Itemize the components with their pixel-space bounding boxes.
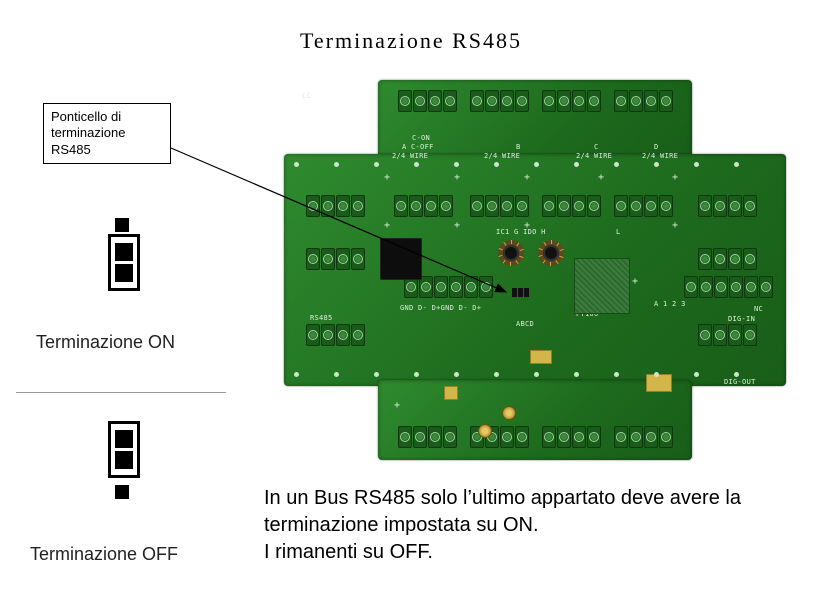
- rs485-termination-jumper: [512, 288, 529, 297]
- silkscreen-label: 2/4 WIRE: [642, 152, 678, 160]
- via: [574, 372, 579, 377]
- terminal-block: [614, 426, 673, 448]
- plus-mark: +: [384, 220, 390, 231]
- silkscreen-label: A C-OFF: [402, 143, 434, 151]
- via: [614, 162, 619, 167]
- via: [534, 372, 539, 377]
- callout-box: Ponticello di terminazione RS485: [43, 103, 171, 164]
- plus-mark: +: [632, 276, 638, 287]
- rotary-switch: [538, 240, 564, 266]
- via: [414, 162, 419, 167]
- silkscreen-label: ABCD: [516, 320, 534, 328]
- via: [334, 162, 339, 167]
- chip: [380, 238, 422, 280]
- plus-mark: +: [524, 220, 530, 231]
- plus-mark: +: [524, 172, 530, 183]
- terminal-block: [614, 90, 673, 112]
- via: [654, 162, 659, 167]
- via: [334, 372, 339, 377]
- smd-component: [530, 350, 552, 364]
- terminal-block: [698, 324, 757, 346]
- via: [734, 162, 739, 167]
- silkscreen-label: B: [516, 143, 521, 151]
- rotary-switch: [498, 240, 524, 266]
- smd-component: [646, 374, 672, 392]
- via: [694, 372, 699, 377]
- via: [294, 162, 299, 167]
- via: [534, 162, 539, 167]
- plus-mark: +: [454, 172, 460, 183]
- jumper-off-label: Terminazione OFF: [30, 544, 178, 565]
- via: [614, 372, 619, 377]
- plus-mark: +: [394, 400, 400, 411]
- terminal-block: [306, 324, 365, 346]
- via: [374, 372, 379, 377]
- plus-mark: +: [598, 172, 604, 183]
- silkscreen-label: L: [616, 228, 621, 236]
- via: [574, 162, 579, 167]
- terminal-block: [542, 90, 601, 112]
- terminal-block: [398, 426, 457, 448]
- pcb-image: C-ONA C-OFFBCD2/4 WIRE2/4 WIRE2/4 WIRE2/…: [284, 80, 786, 460]
- terminal-block: [698, 248, 757, 270]
- jumper-on-label: Terminazione ON: [36, 332, 175, 353]
- via: [654, 372, 659, 377]
- silkscreen-label: A 1 2 3: [654, 300, 686, 308]
- plus-mark: +: [672, 172, 678, 183]
- silkscreen-label: IC1 G IDO H: [496, 228, 546, 236]
- silkscreen-label: C-ON: [412, 134, 430, 142]
- via: [294, 372, 299, 377]
- jumper-on-diagram: [108, 218, 140, 296]
- silkscreen-label: LC: [302, 92, 311, 100]
- via: [374, 162, 379, 167]
- terminal-block: [306, 248, 365, 270]
- plus-mark: +: [672, 220, 678, 231]
- via: [494, 162, 499, 167]
- plus-mark: +: [454, 220, 460, 231]
- chip: [574, 258, 630, 314]
- terminal-block: [698, 195, 757, 217]
- smd-component: [444, 386, 458, 400]
- via: [454, 162, 459, 167]
- description-text: In un Bus RS485 solo l’ultimo appartato …: [264, 485, 794, 566]
- separator-line: [16, 392, 226, 393]
- screw: [478, 424, 492, 438]
- terminal-block: [306, 195, 365, 217]
- terminal-block: [684, 276, 773, 298]
- plus-mark: +: [384, 172, 390, 183]
- via: [734, 372, 739, 377]
- silkscreen-label: NC: [754, 305, 763, 313]
- via: [694, 162, 699, 167]
- terminal-block: [394, 195, 453, 217]
- via: [414, 372, 419, 377]
- silkscreen-label: RS485: [310, 314, 333, 322]
- silkscreen-label: DIG-OUT: [724, 378, 756, 386]
- silkscreen-label: GND D- D+GND D- D+: [400, 304, 481, 312]
- silkscreen-label: DIG-IN: [728, 315, 755, 323]
- terminal-block: [470, 90, 529, 112]
- via: [494, 372, 499, 377]
- via: [454, 372, 459, 377]
- terminal-block: [398, 90, 457, 112]
- screw: [502, 406, 516, 420]
- silkscreen-label: D: [654, 143, 659, 151]
- jumper-off-diagram: [108, 421, 140, 499]
- silkscreen-label: 2/4 WIRE: [392, 152, 428, 160]
- silkscreen-label: 2/4 WIRE: [484, 152, 520, 160]
- page-title: Terminazione RS485: [0, 28, 822, 54]
- silkscreen-label: C: [594, 143, 599, 151]
- terminal-block: [542, 195, 601, 217]
- terminal-block: [470, 195, 529, 217]
- terminal-block: [614, 195, 673, 217]
- terminal-block: [542, 426, 601, 448]
- silkscreen-label: 2/4 WIRE: [576, 152, 612, 160]
